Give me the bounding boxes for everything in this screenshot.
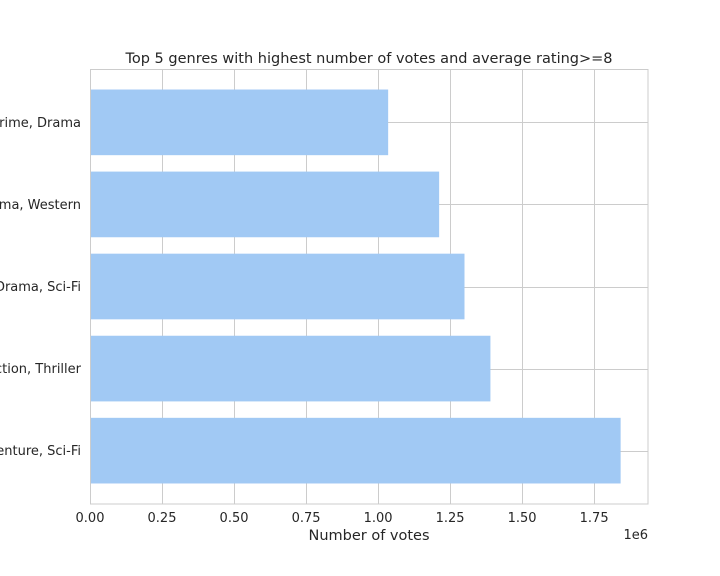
x-tick-label: 1.75 — [580, 511, 609, 526]
x-tick-label: 0.25 — [148, 511, 177, 526]
x-tick-label: 1.25 — [436, 511, 465, 526]
y-tick-labels: Crime, Drama ama, Western Drama, Sci-Fi Act… — [0, 116, 82, 459]
plot-frame — [90, 69, 649, 505]
x-tick-label: 1.50 — [508, 511, 537, 526]
bar — [90, 253, 465, 320]
chart-title: Top 5 genres with highest number of vote… — [124, 51, 612, 67]
x-tick-label: 0.75 — [292, 511, 321, 526]
y-tick-label: ama, Western — [0, 198, 81, 213]
y-tick-label: Drama, Sci-Fi — [0, 280, 81, 295]
bar — [90, 335, 491, 402]
x-axis-title: Number of votes — [308, 528, 429, 544]
bar — [90, 89, 389, 156]
bar — [90, 417, 621, 484]
x-tick-label: 0.50 — [220, 511, 249, 526]
x-tick-labels: 0.00 0.25 0.50 0.75 1.00 1.25 1.50 1.75 — [76, 511, 609, 526]
bar — [90, 171, 440, 238]
bars — [90, 89, 621, 484]
x-tick-label: 1.00 — [364, 511, 393, 526]
x-scale-label: 1e6 — [623, 528, 648, 543]
y-tick-label: Crime, Drama — [0, 116, 81, 131]
y-tick-label: enture, Sci-Fi — [0, 444, 81, 459]
x-tick-label: 0.00 — [76, 511, 105, 526]
y-tick-label: Action, Thriller — [0, 362, 82, 377]
